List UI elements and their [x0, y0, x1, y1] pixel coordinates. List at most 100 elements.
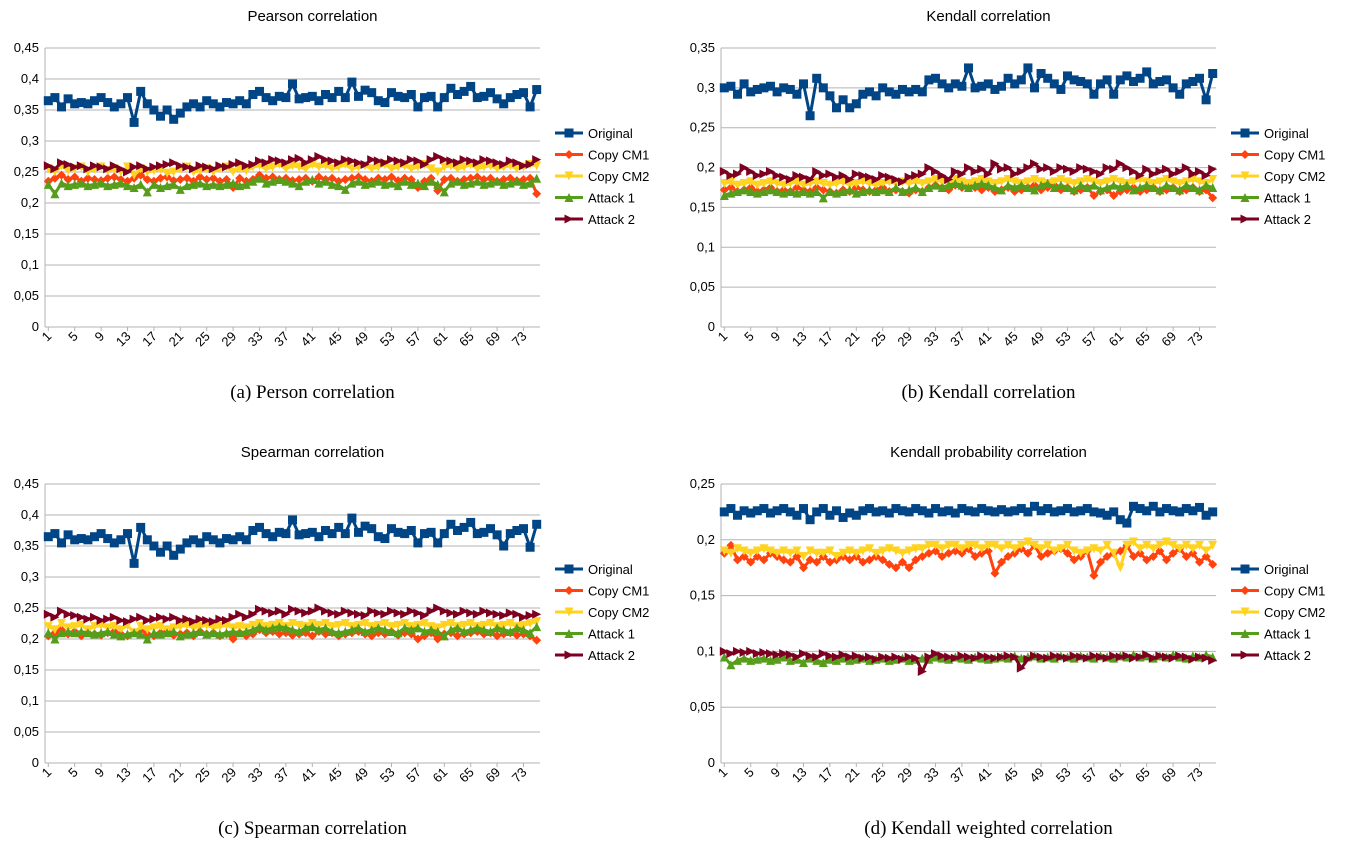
- data-point: [446, 608, 456, 618]
- data-point: [1096, 508, 1105, 518]
- data-point: [1109, 175, 1119, 185]
- data-point: [532, 155, 542, 165]
- data-point: [274, 606, 284, 616]
- data-point: [917, 87, 927, 97]
- data-point: [1102, 75, 1112, 85]
- data-point: [129, 170, 139, 180]
- data-point: [779, 188, 789, 198]
- data-point: [1201, 95, 1211, 105]
- data-point: [413, 634, 423, 644]
- data-point: [812, 557, 822, 567]
- data-point: [169, 612, 179, 622]
- data-point: [400, 176, 410, 186]
- legend-label: Copy CM2: [588, 605, 649, 620]
- data-point: [307, 527, 317, 537]
- data-point: [1168, 548, 1178, 558]
- data-point: [1023, 654, 1033, 664]
- data-point: [746, 508, 756, 518]
- legend-label: Attack 1: [1264, 627, 1311, 642]
- data-point: [891, 89, 901, 99]
- data-point: [1082, 164, 1092, 174]
- x-tick-label: 49: [1026, 765, 1047, 786]
- x-tick-label: 29: [894, 765, 915, 786]
- data-point: [1076, 506, 1086, 516]
- data-point: [838, 171, 848, 181]
- data-point: [393, 156, 403, 166]
- y-tick-label: 0,45: [14, 40, 39, 55]
- data-point: [123, 617, 132, 627]
- data-point: [964, 506, 973, 516]
- data-point: [845, 508, 855, 518]
- data-point: [924, 177, 934, 187]
- data-point: [446, 625, 456, 635]
- data-point: [792, 552, 802, 562]
- data-point: [340, 606, 350, 616]
- data-point: [825, 186, 835, 196]
- data-point: [1115, 563, 1125, 573]
- data-point: [1208, 164, 1218, 174]
- data-point: [169, 179, 179, 189]
- data-point: [924, 540, 934, 550]
- data-point: [433, 102, 443, 112]
- data-point: [387, 524, 396, 534]
- data-point: [360, 521, 370, 531]
- data-point: [1162, 555, 1171, 565]
- data-point: [301, 164, 311, 174]
- data-point: [845, 103, 855, 113]
- legend-marker: [1240, 214, 1250, 224]
- x-tick-label: 61: [1106, 765, 1127, 786]
- data-point: [997, 505, 1006, 515]
- data-point: [195, 172, 205, 182]
- data-point: [446, 156, 456, 166]
- data-point: [103, 627, 113, 637]
- data-point: [983, 506, 993, 516]
- legend-marker: [1240, 629, 1250, 638]
- y-tick-label: 0,1: [21, 257, 39, 272]
- data-point: [838, 650, 848, 660]
- data-point: [532, 635, 542, 645]
- data-point: [898, 654, 907, 664]
- data-point: [759, 504, 769, 514]
- data-point: [380, 609, 390, 619]
- data-point: [1082, 504, 1092, 514]
- data-point: [1181, 540, 1191, 550]
- data-point: [825, 654, 835, 664]
- data-point: [950, 179, 960, 189]
- data-point: [327, 529, 337, 539]
- data-point: [63, 181, 73, 191]
- data-point: [878, 83, 888, 93]
- data-point: [314, 162, 324, 172]
- data-point: [261, 606, 271, 616]
- data-point: [759, 179, 769, 189]
- data-point: [1049, 651, 1059, 661]
- data-point: [274, 156, 284, 166]
- data-point: [1010, 177, 1020, 187]
- data-point: [977, 504, 987, 514]
- data-point: [733, 89, 742, 99]
- data-point: [248, 160, 258, 170]
- data-point: [413, 102, 423, 112]
- data-point: [1003, 552, 1013, 562]
- data-point: [426, 91, 436, 101]
- data-point: [466, 173, 476, 183]
- data-point: [195, 161, 205, 171]
- data-point: [202, 629, 212, 639]
- data-point: [1056, 175, 1066, 185]
- data-point: [175, 615, 185, 625]
- data-point: [759, 186, 769, 196]
- data-point: [977, 164, 987, 174]
- data-point: [136, 179, 146, 189]
- data-point: [1056, 652, 1066, 662]
- data-point: [96, 628, 106, 638]
- x-tick-label: 5: [741, 329, 757, 345]
- data-point: [466, 156, 476, 166]
- data-point: [492, 631, 502, 641]
- y-tick-label: 0,25: [14, 164, 39, 179]
- data-point: [917, 169, 927, 179]
- data-point: [1155, 167, 1165, 177]
- x-tick-label: 21: [842, 765, 863, 786]
- data-point: [433, 634, 443, 644]
- data-point: [156, 612, 165, 622]
- data-point: [1142, 555, 1152, 565]
- data-point: [400, 628, 410, 638]
